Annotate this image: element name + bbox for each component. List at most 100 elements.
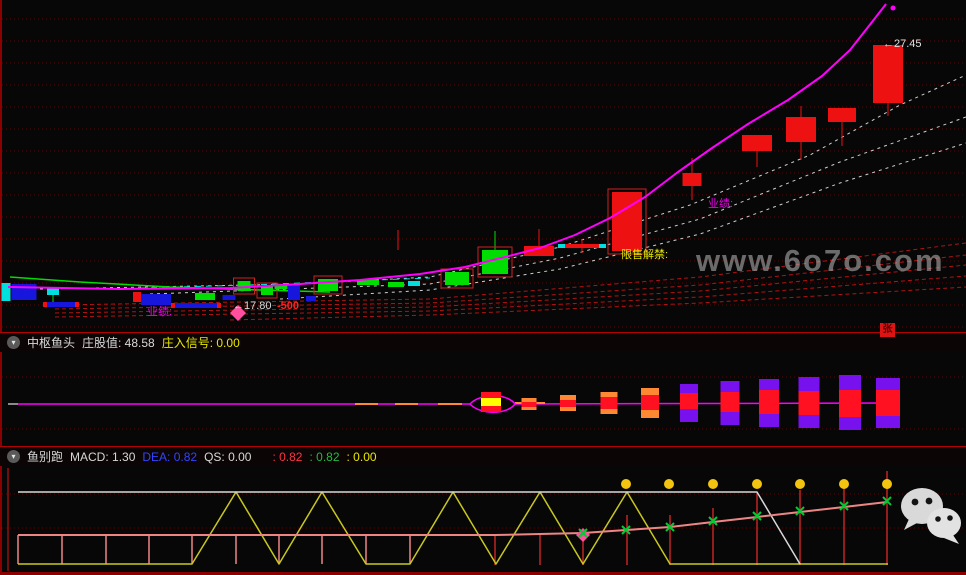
collapse-panel1-icon[interactable]: ▾ (7, 336, 20, 349)
indicator2-dea-value: DEA: 0.82 (142, 449, 198, 464)
candle-cap (43, 302, 47, 307)
price-label-high: ←27.45 (883, 38, 922, 50)
fund-bar (641, 410, 659, 418)
yellow-signal-dot (795, 479, 805, 489)
price-label-low: ←17.80 (233, 300, 272, 312)
candle-body (828, 108, 856, 122)
fund-bar (759, 414, 779, 427)
fund-bar (641, 388, 659, 395)
fund-bar (560, 407, 576, 411)
wechat-eye (935, 516, 941, 522)
green-x-marker (621, 525, 631, 535)
fund-bar (798, 415, 820, 428)
fund-bar (876, 390, 900, 416)
candle-body (388, 282, 404, 287)
indicator2-qs-value: QS: 0.00 (204, 449, 252, 464)
red-cost-dotted-line (54, 275, 966, 318)
red-cost-dotted-line (229, 286, 966, 321)
green-ma-line (9, 276, 331, 293)
candle-body (175, 303, 217, 308)
candle-body (237, 281, 251, 291)
fund-bar (560, 395, 576, 400)
candle-body (288, 285, 300, 300)
yellow-signal-dot (882, 479, 892, 489)
fund-bar (839, 390, 861, 417)
indicator2-extra-red: : 0.82 (272, 449, 303, 464)
magenta-trend-line (7, 3, 887, 290)
fund-bar (759, 390, 779, 414)
collapse-panel2-icon[interactable]: ▾ (7, 450, 20, 463)
fund-bar (600, 397, 618, 409)
white-threshold-line (18, 491, 801, 565)
event-tag-yeji-left[interactable]: 业绩: (147, 306, 173, 318)
candle-body (133, 292, 141, 302)
candle-cap (75, 302, 79, 307)
wechat-icon[interactable] (897, 481, 965, 547)
yellow-signal-dot (752, 479, 762, 489)
signal-box (607, 188, 647, 255)
green-x-marker (839, 501, 849, 511)
green-x-marker (795, 506, 805, 516)
fund-gray-tick (8, 403, 18, 405)
indicator2-extra-green: : 0.82 (309, 449, 340, 464)
candle-body (524, 246, 554, 256)
candle-cap (171, 303, 175, 308)
wechat-bubble-large-tail (904, 519, 917, 530)
fund-bar (600, 409, 618, 414)
fund-bar (839, 417, 861, 430)
zhang-badge[interactable]: 张 (880, 323, 895, 337)
fund-bar (560, 400, 576, 407)
cyan-ma-line (139, 277, 431, 289)
event-diamond-marker (230, 305, 246, 321)
fund-bar (680, 393, 698, 409)
candle-body (222, 295, 236, 300)
candle-body (565, 244, 599, 248)
fund-bar (641, 395, 659, 410)
fund-lens-bar (481, 398, 501, 406)
indicator2-extra-yellow: : 0.00 (346, 449, 377, 464)
indicator1-zhuru-signal: 庄入信号: 0.00 (161, 335, 240, 350)
fund-bar (759, 379, 779, 390)
fund-bar (876, 378, 900, 390)
fund-bar (680, 384, 698, 393)
green-x-marker (752, 511, 762, 521)
wechat-bubble-small (927, 508, 961, 538)
fund-bar (680, 409, 698, 422)
white-trend-dotted-line (279, 142, 966, 300)
signal-box (477, 246, 513, 278)
red-cost-dotted-line (54, 264, 966, 314)
value-label-neg500: -500 (277, 300, 300, 312)
wechat-eye (947, 515, 953, 521)
signal-box (313, 275, 343, 295)
window-bottom-border (0, 572, 966, 575)
candle-body (1, 283, 11, 301)
candle-body (786, 117, 816, 142)
yellow-signal-dot (708, 479, 718, 489)
fund-bar (521, 398, 537, 402)
candle-body (306, 296, 316, 301)
green-x-marker (882, 496, 892, 506)
trend-peak-dot (890, 5, 896, 11)
event-tag-xianshoujiejin[interactable]: 限售解禁: (621, 249, 669, 261)
wechat-eye (925, 497, 933, 505)
signal-box (256, 282, 278, 299)
event-tag-yeji-right[interactable]: 业绩: (708, 198, 734, 210)
candle-body (742, 135, 772, 151)
indicator1-zhuanggu-value: 庄股值: 48.58 (82, 335, 155, 350)
window-left-border (0, 0, 2, 575)
candle-body (195, 293, 215, 300)
green-x-marker (665, 522, 675, 532)
candle-cap (217, 303, 221, 308)
indicator1-title: 中枢鱼头 (27, 335, 76, 350)
fund-bar (720, 412, 740, 425)
candle-body (47, 302, 75, 307)
fund-bar (720, 381, 740, 392)
fund-baseline (514, 402, 891, 405)
candle-body (445, 272, 469, 285)
red-cost-dotted-line (54, 254, 966, 310)
yellow-signal-dot (621, 479, 631, 489)
green-x-marker (708, 516, 718, 526)
green-x-marker (578, 528, 588, 538)
